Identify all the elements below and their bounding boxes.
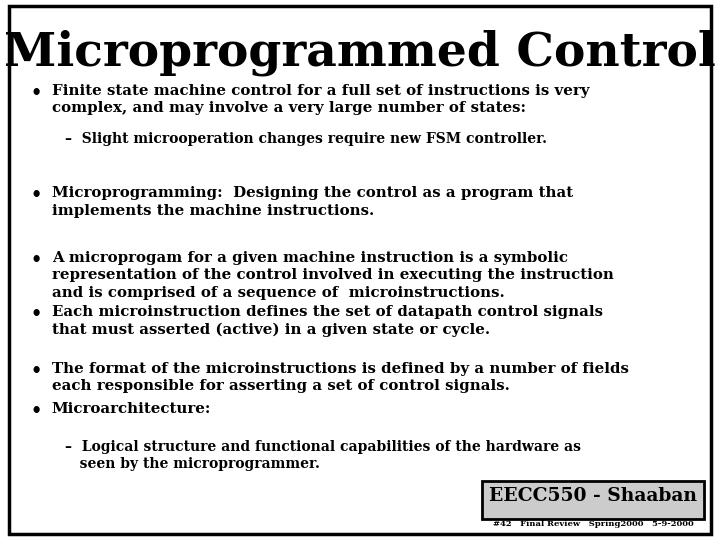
Text: •: •: [30, 402, 42, 420]
FancyBboxPatch shape: [482, 481, 704, 519]
Text: –  Slight microoperation changes require new FSM controller.: – Slight microoperation changes require …: [65, 132, 546, 146]
Text: •: •: [30, 251, 42, 269]
Text: EECC550 - Shaaban: EECC550 - Shaaban: [490, 487, 697, 505]
Text: #42   Final Review   Spring2000   5-9-2000: #42 Final Review Spring2000 5-9-2000: [493, 520, 693, 528]
Text: Microarchitecture:: Microarchitecture:: [52, 402, 211, 416]
Text: Finite state machine control for a full set of instructions is very
complex, and: Finite state machine control for a full …: [52, 84, 590, 115]
Text: •: •: [30, 186, 42, 204]
Text: •: •: [30, 305, 42, 323]
Text: Each microinstruction defines the set of datapath control signals
that must asse: Each microinstruction defines the set of…: [52, 305, 603, 337]
Text: Microprogrammed Control: Microprogrammed Control: [4, 30, 716, 76]
Text: –  Logical structure and functional capabilities of the hardware as
   seen by t: – Logical structure and functional capab…: [65, 440, 581, 471]
Text: •: •: [30, 84, 42, 102]
Text: Microprogramming:  Designing the control as a program that
implements the machin: Microprogramming: Designing the control …: [52, 186, 573, 218]
Text: •: •: [30, 362, 42, 380]
Text: A microprogam for a given machine instruction is a symbolic
representation of th: A microprogam for a given machine instru…: [52, 251, 613, 300]
FancyBboxPatch shape: [9, 6, 711, 534]
Text: The format of the microinstructions is defined by a number of fields
each respon: The format of the microinstructions is d…: [52, 362, 629, 393]
